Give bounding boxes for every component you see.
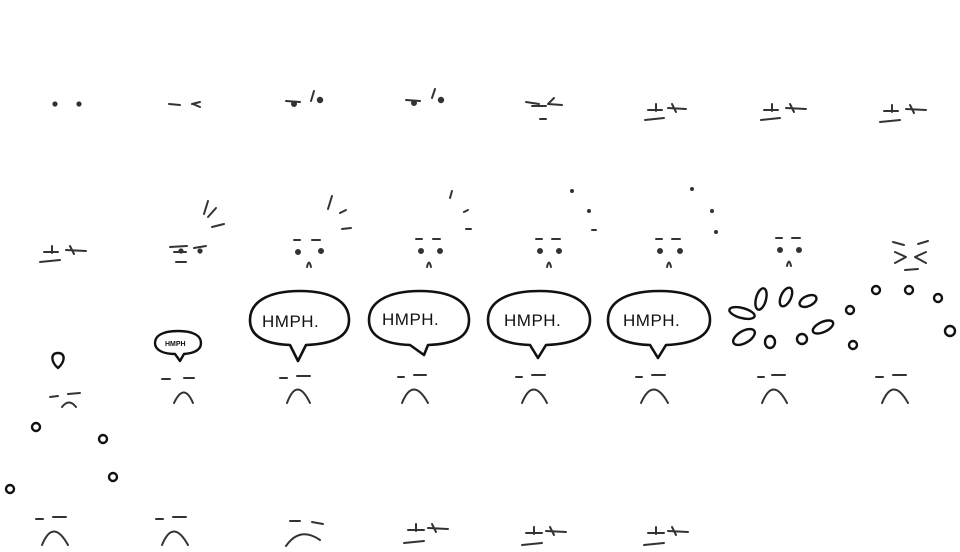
frame-28-annoyed-brows <box>403 523 449 544</box>
frame-18-small-bubble: HMPH <box>153 329 203 404</box>
frame-1-neutral-dots <box>52 101 82 107</box>
frame-3-frown-eyes <box>285 90 324 107</box>
frame-19-hmph-bubble: HMPH. <box>248 289 351 404</box>
frame-23-burst-drops <box>728 286 835 404</box>
frame-27-sulk <box>285 520 324 547</box>
frame-4-frown-eyes <box>405 88 445 106</box>
hmph-bubble-text: HMPH. <box>504 311 561 330</box>
small-bubble-text: HMPH <box>165 341 186 348</box>
frame-13-pout-dots <box>535 189 597 268</box>
frame-26-sulk <box>155 516 189 546</box>
frame-29-annoyed-brows <box>521 526 567 546</box>
frame-14-pout-dots <box>655 187 718 268</box>
frame-17-sweat-drop <box>49 351 81 408</box>
frame-12-pout-lines <box>415 190 472 268</box>
frame-16-squeeze <box>892 240 929 271</box>
frame-24-scatter-drops <box>844 284 957 404</box>
frame-25-falling-drops <box>4 421 119 546</box>
frame-30-annoyed-brows <box>643 526 689 546</box>
hmph-bubble-text: HMPH. <box>262 312 319 331</box>
frame-6-annoyed-brows <box>644 103 687 121</box>
frame-5-squint <box>525 97 563 120</box>
frame-21-hmph-bubble: HMPH. <box>486 289 592 404</box>
frame-9-annoyed-brows <box>39 245 87 263</box>
frame-15-pout <box>775 237 802 267</box>
hmph-bubble-text: HMPH. <box>623 311 680 330</box>
frame-22-hmph-bubble: HMPH. <box>606 289 712 404</box>
hmph-bubble-text: HMPH. <box>382 310 439 329</box>
frame-20-hmph-bubble: HMPH. <box>367 289 471 404</box>
frame-10-flinch-lines <box>169 200 225 263</box>
frame-11-pout-lines <box>293 195 352 268</box>
frame-8-annoyed-brows <box>879 104 927 123</box>
frame-7-annoyed-brows <box>760 103 807 121</box>
frame-2-narrowing-eyes <box>168 101 201 108</box>
